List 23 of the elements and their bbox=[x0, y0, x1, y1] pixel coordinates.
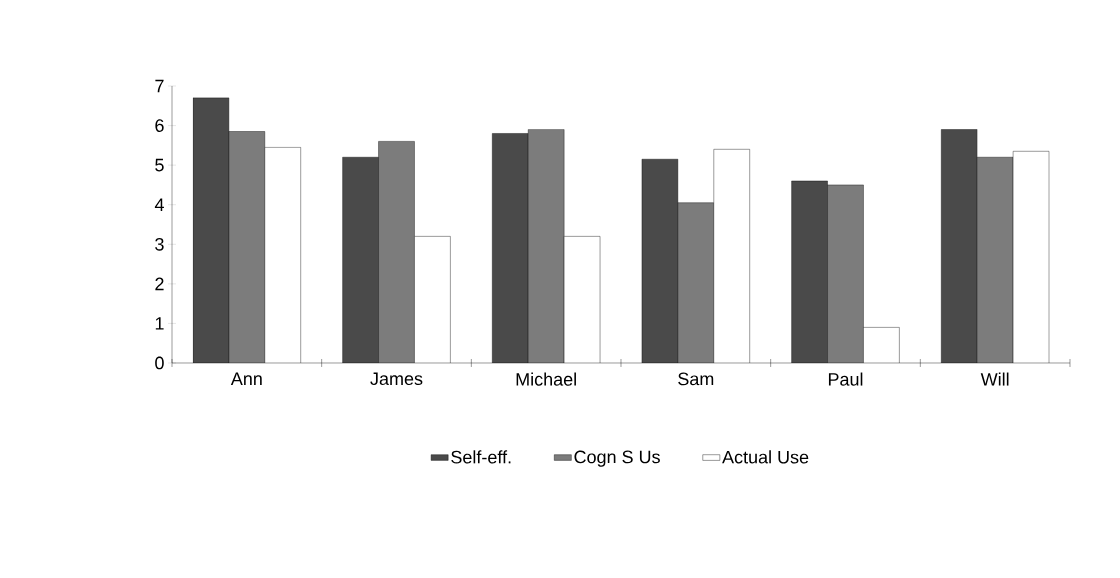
y-tick-label: 2 bbox=[155, 277, 164, 291]
legend-label: Actual Use bbox=[722, 450, 809, 464]
y-tick-label: 7 bbox=[155, 79, 164, 93]
x-tick-label: Paul bbox=[828, 372, 863, 386]
bar bbox=[228, 131, 265, 363]
x-tick-label: James bbox=[370, 372, 423, 386]
bar bbox=[827, 184, 864, 363]
y-tick-label: 4 bbox=[154, 198, 164, 211]
legend-label: Self-eff. bbox=[451, 450, 511, 464]
x-tick-label: Michael bbox=[516, 372, 576, 386]
bar bbox=[378, 141, 415, 363]
legend-label: Cogn S Us bbox=[574, 450, 660, 467]
bar bbox=[977, 157, 1014, 363]
y-tick-label: 0 bbox=[155, 356, 164, 370]
x-tick-label: Will bbox=[980, 372, 1009, 386]
y-tick-label: 5 bbox=[155, 158, 164, 172]
x-tick-label: Ann bbox=[230, 372, 262, 385]
y-tick-label: 3 bbox=[155, 237, 164, 251]
x-tick-label: Sam bbox=[678, 372, 714, 386]
bar bbox=[677, 202, 714, 363]
y-tick-label: 6 bbox=[155, 119, 164, 132]
bar bbox=[528, 129, 565, 363]
y-tick-label: 1 bbox=[155, 317, 164, 330]
